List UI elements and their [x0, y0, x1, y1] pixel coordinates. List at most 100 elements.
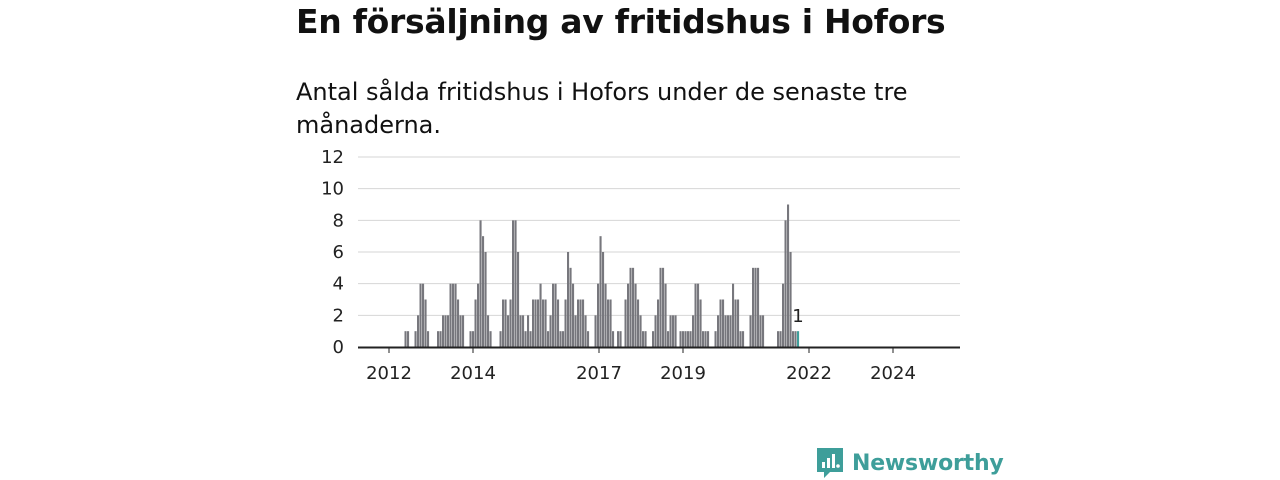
- bar: [707, 331, 710, 347]
- bar: [662, 267, 665, 347]
- highlight-value-label: 1: [792, 306, 803, 327]
- bar: [612, 331, 615, 347]
- bar: [694, 283, 697, 347]
- bar: [619, 331, 622, 347]
- bar: [784, 220, 787, 347]
- bar: [447, 315, 450, 347]
- bar: [719, 299, 722, 347]
- bar: [524, 331, 527, 347]
- bar: [469, 331, 472, 347]
- bar: [539, 283, 542, 347]
- bar: [679, 331, 682, 347]
- bar: [454, 283, 457, 347]
- bar: [714, 331, 717, 347]
- bar: [512, 220, 515, 347]
- bar: [669, 315, 672, 347]
- bar: [632, 267, 635, 347]
- bar: [407, 331, 410, 347]
- bar: [642, 331, 645, 347]
- bar: [537, 299, 540, 347]
- bar: [542, 299, 545, 347]
- bar: [579, 299, 582, 347]
- x-tick-label: 2012: [366, 363, 412, 384]
- x-tick-label: 2022: [786, 363, 832, 384]
- bar: [557, 299, 560, 347]
- bar: [482, 236, 485, 347]
- bar: [472, 331, 475, 347]
- bar-chart: 0 2 4 6 8 10 12 2012 2014 2017 2019 2022 2024 1: [321, 147, 960, 384]
- bar: [489, 331, 492, 347]
- bar: [687, 331, 690, 347]
- bar: [439, 331, 442, 347]
- bar: [564, 299, 567, 347]
- newsworthy-logo-icon: [817, 448, 843, 478]
- bar: [724, 315, 727, 347]
- bar: [509, 299, 512, 347]
- bar: [474, 299, 477, 347]
- bar: [624, 299, 627, 347]
- bar: [574, 315, 577, 347]
- bar: [599, 236, 602, 347]
- y-tick-label: 12: [321, 147, 344, 168]
- bar: [427, 331, 430, 347]
- bar: [549, 315, 552, 347]
- bar: [652, 331, 655, 347]
- x-tick-label: 2024: [870, 363, 916, 384]
- bar: [507, 315, 510, 347]
- bar: [787, 204, 790, 347]
- x-tick-label: 2014: [450, 363, 496, 384]
- bar: [752, 267, 755, 347]
- chart-subtitle: Antal sålda fritidshus i Hofors under de…: [296, 78, 908, 139]
- bar: [419, 283, 422, 347]
- bar: [449, 283, 452, 347]
- bar: [727, 315, 730, 347]
- bar: [702, 331, 705, 347]
- bars: [404, 204, 800, 347]
- y-tick-label: 0: [333, 337, 344, 358]
- bar: [462, 315, 465, 347]
- bar: [729, 315, 732, 347]
- bar: [609, 299, 612, 347]
- bar: [782, 283, 785, 347]
- brand-name: Newsworthy: [852, 450, 1004, 476]
- bar: [504, 299, 507, 347]
- bar: [697, 283, 700, 347]
- bar: [417, 315, 420, 347]
- bar: [547, 331, 550, 347]
- bar: [654, 315, 657, 347]
- bar: [562, 331, 565, 347]
- bar: [657, 299, 660, 347]
- bar: [569, 267, 572, 347]
- bar: [567, 252, 570, 347]
- bar: [779, 331, 782, 347]
- bar: [597, 283, 600, 347]
- bar: [742, 331, 745, 347]
- bar: [794, 331, 797, 347]
- chart-title: En försäljning av fritidshus i Hofors: [296, 2, 946, 41]
- bar: [572, 283, 575, 347]
- bar: [754, 267, 757, 347]
- bar: [444, 315, 447, 347]
- bar: [629, 267, 632, 347]
- bar: [602, 252, 605, 347]
- newsworthy-logo: Newsworthy: [815, 446, 1004, 480]
- bar: [529, 331, 532, 347]
- bar: [532, 299, 535, 347]
- bar: [634, 283, 637, 347]
- bar: [487, 315, 490, 347]
- bar: [587, 331, 590, 347]
- bar: [544, 299, 547, 347]
- bar: [477, 283, 480, 347]
- bar: [437, 331, 440, 347]
- bar: [424, 299, 427, 347]
- bar: [517, 252, 520, 347]
- bar: [732, 283, 735, 347]
- bar: [639, 315, 642, 347]
- bar: [522, 315, 525, 347]
- bar: [659, 267, 662, 347]
- bar: [757, 267, 760, 347]
- bar: [737, 299, 740, 347]
- bar: [422, 283, 425, 347]
- bar: [452, 283, 455, 347]
- bar: [722, 299, 725, 347]
